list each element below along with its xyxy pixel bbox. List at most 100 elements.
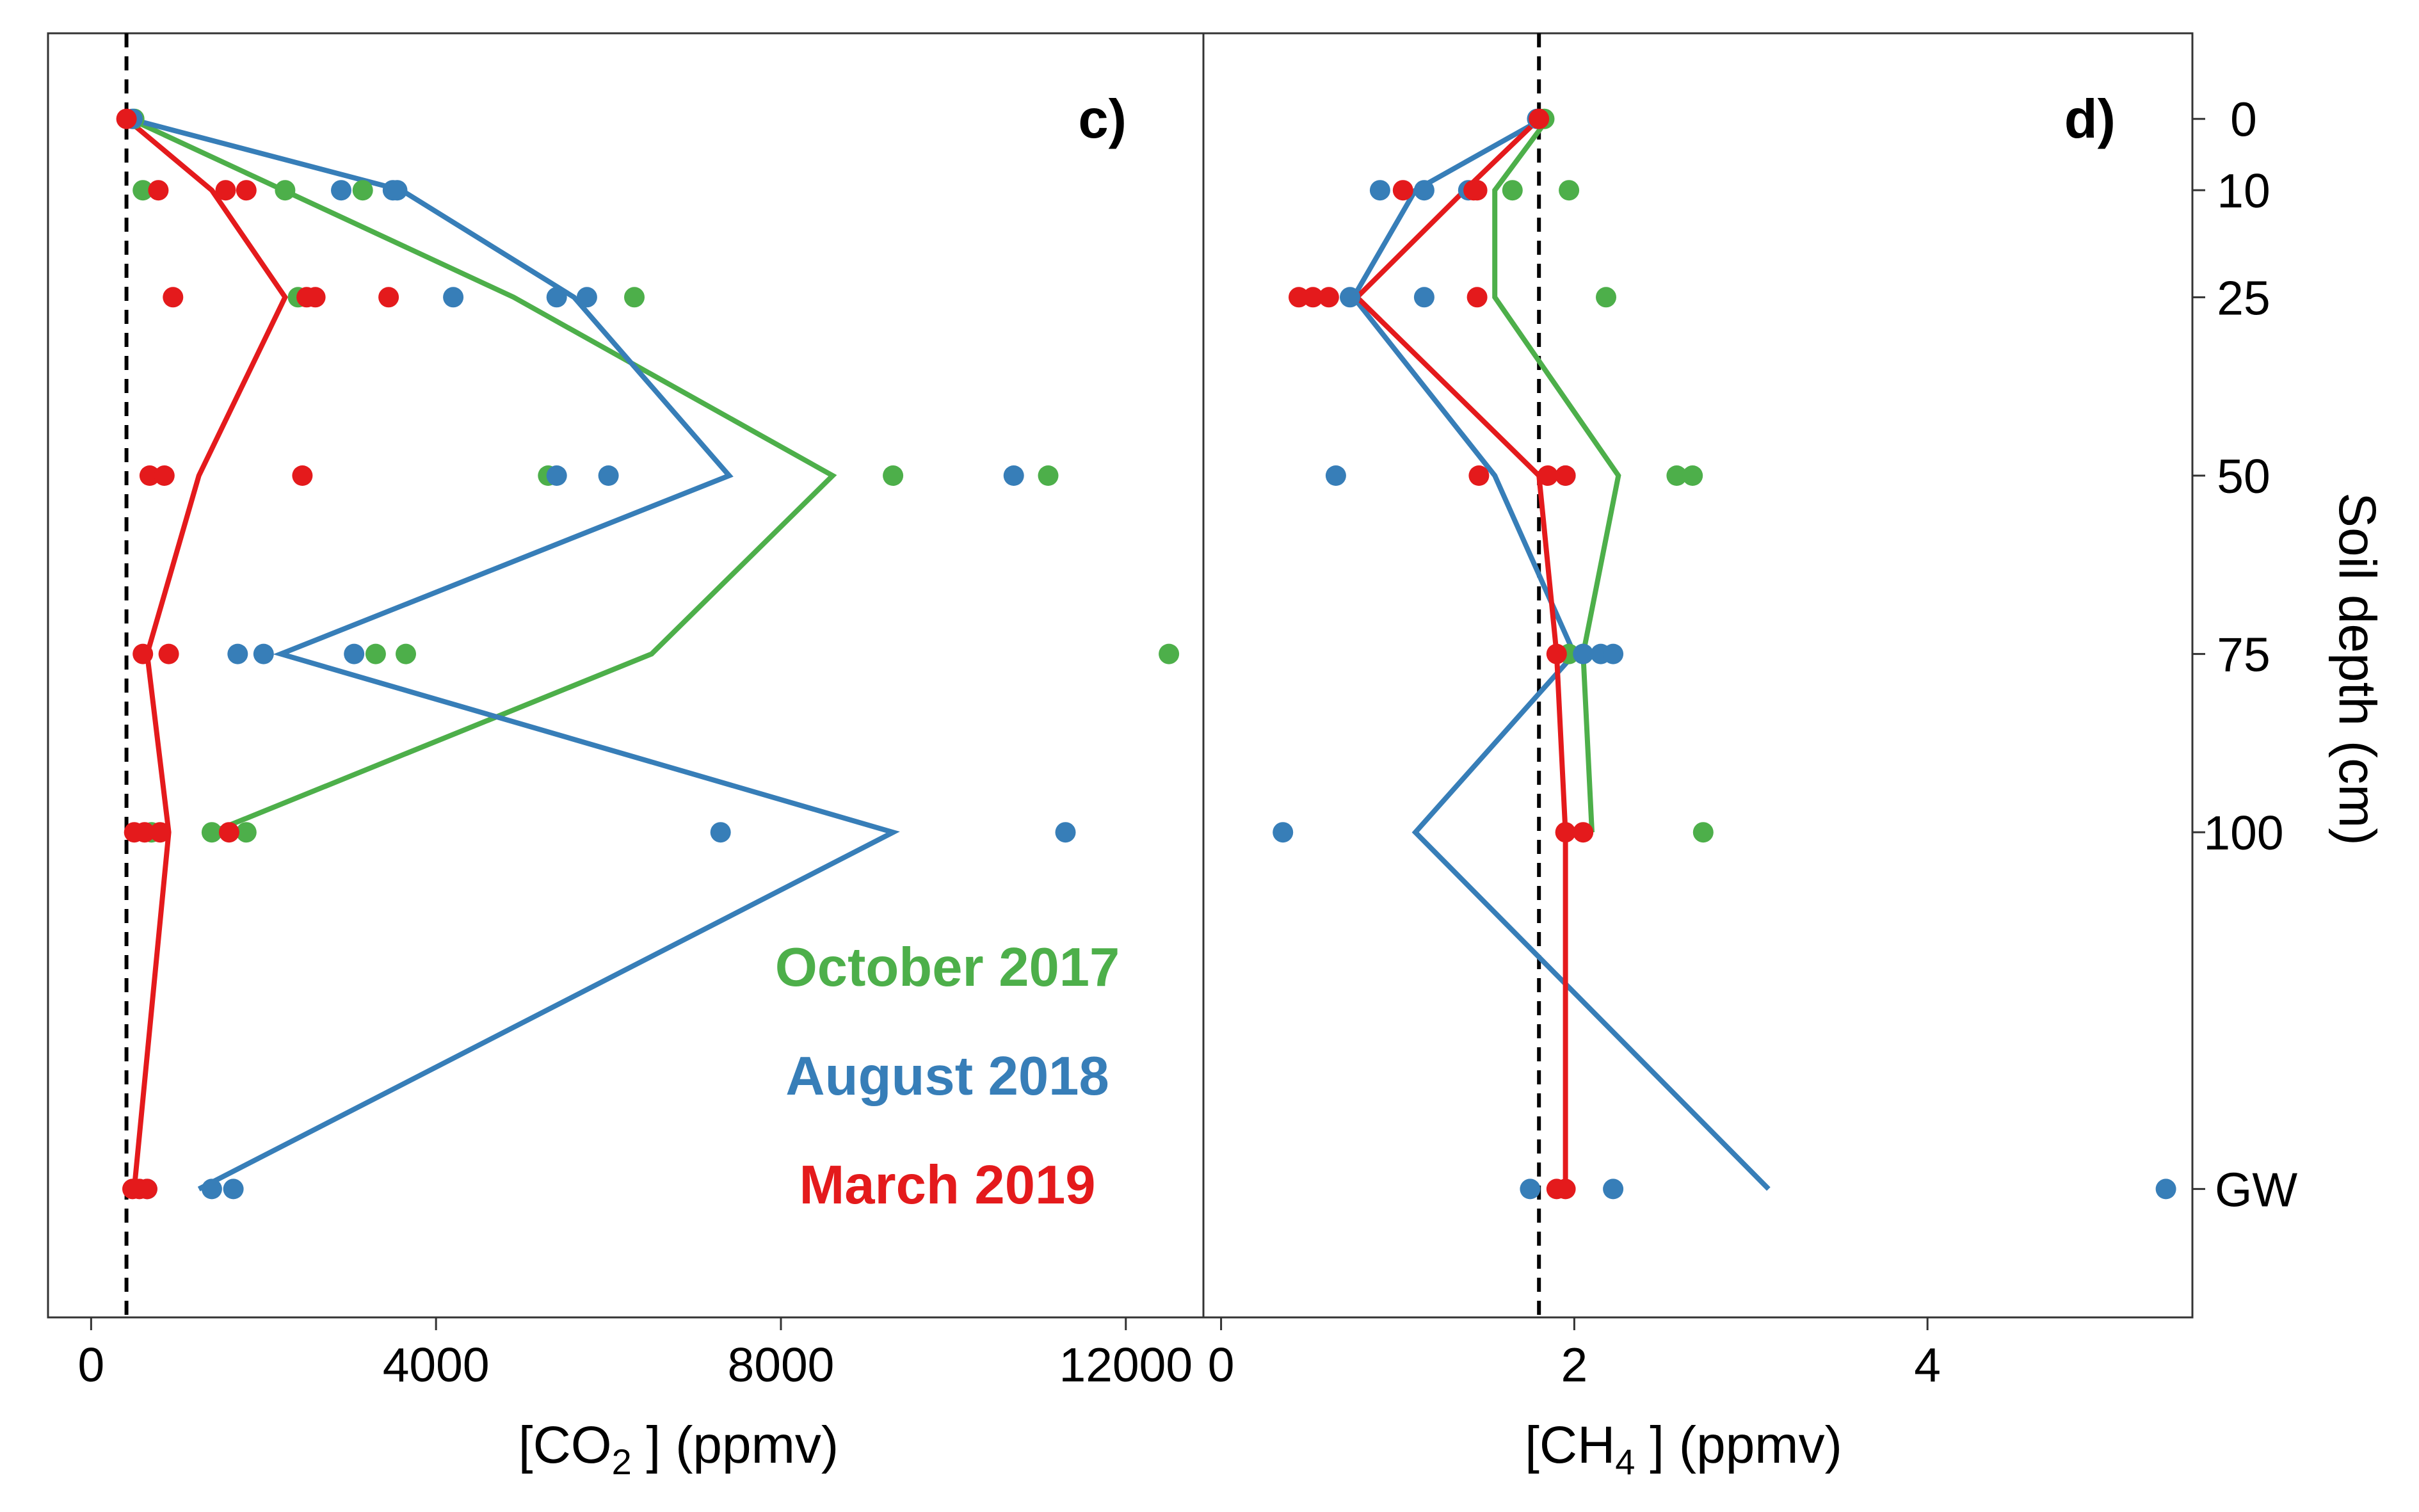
data-point [253, 643, 274, 664]
data-point [1573, 822, 1594, 843]
data-point [292, 465, 313, 486]
depth-tick-label: 0 [2230, 93, 2257, 147]
data-point [1003, 465, 1024, 486]
data-point [305, 287, 326, 308]
x-tick-label: 2 [1561, 1338, 1588, 1392]
data-point [1546, 643, 1567, 664]
depth-tick-label: 100 [2203, 806, 2283, 860]
series-line [1492, 117, 1621, 833]
data-point [1413, 287, 1435, 308]
data-point [1502, 180, 1523, 201]
data-point [710, 822, 731, 843]
legend-august-2018: August 2018 [785, 1046, 1109, 1107]
data-point [1289, 287, 1309, 308]
data-point [1529, 108, 1550, 129]
soil-depth-axis: 0 10 25 50 75 100 GW [2192, 93, 2297, 1216]
data-point [201, 822, 222, 843]
data-point [1055, 822, 1076, 843]
data-point [236, 822, 257, 843]
data-point [443, 287, 464, 308]
data-point [150, 822, 171, 843]
data-point [1413, 180, 1435, 201]
data-point [1573, 643, 1594, 664]
data-point [116, 108, 137, 129]
data-point [883, 465, 904, 486]
data-point [154, 465, 175, 486]
legend-october-2017: October 2017 [775, 937, 1120, 998]
data-point [2155, 1178, 2176, 1200]
data-point [218, 822, 239, 843]
depth-tick-label: GW [2215, 1162, 2297, 1216]
data-point [378, 287, 399, 308]
data-point [227, 643, 248, 664]
data-point [546, 465, 567, 486]
data-point [331, 180, 351, 201]
data-point [236, 180, 257, 201]
data-point [1520, 1178, 1541, 1200]
data-point [1555, 822, 1576, 843]
data-point [598, 465, 619, 486]
data-point [1038, 465, 1059, 486]
x-tick-label: 8000 [728, 1338, 835, 1392]
data-point [1467, 287, 1488, 308]
series-line [129, 117, 837, 835]
data-point [1369, 180, 1390, 201]
depth-tick-label: 10 [2217, 164, 2270, 218]
data-point [1303, 287, 1324, 308]
data-point [352, 180, 373, 201]
data-point [546, 287, 567, 308]
data-point [1538, 465, 1558, 486]
x-tick-label: 4 [1914, 1338, 1941, 1392]
data-point [1392, 180, 1413, 201]
data-point [1603, 643, 1624, 664]
depth-tick-label: 50 [2217, 449, 2270, 503]
data-point [1555, 465, 1576, 486]
data-point [1559, 180, 1580, 201]
data-point [1318, 287, 1339, 308]
data-point [1468, 465, 1490, 486]
data-point [1325, 465, 1346, 486]
data-point [1603, 1178, 1624, 1200]
data-point [1555, 1178, 1576, 1200]
x-tick-label: 4000 [383, 1338, 490, 1392]
co2-panel: 0 4000 8000 12000 [47, 32, 1205, 1392]
data-point [1596, 287, 1616, 308]
depth-tick-label: 75 [2217, 628, 2270, 682]
co2-axis-label: [CO2 ] (ppmv) [518, 1416, 839, 1482]
data-point [275, 180, 296, 201]
data-point [1340, 287, 1360, 308]
data-point [1692, 822, 1714, 843]
data-point [134, 822, 155, 843]
legend-march-2019: March 2019 [799, 1155, 1095, 1216]
data-point [624, 287, 645, 308]
data-point [133, 643, 154, 664]
panel-c-label: c) [1078, 89, 1127, 150]
data-point [139, 465, 160, 486]
data-point [576, 287, 597, 308]
data-point [365, 643, 386, 664]
data-point [1666, 465, 1687, 486]
x-tick-label: 0 [1208, 1338, 1235, 1392]
data-point [1682, 465, 1703, 486]
data-point [201, 1178, 222, 1200]
data-point [387, 180, 408, 201]
data-point [215, 180, 236, 201]
panel-d-label: d) [2064, 89, 2116, 150]
plot-frame [1202, 32, 2194, 1319]
ch4-axis-label: [CH4 ] (ppmv) [1525, 1416, 1842, 1482]
depth-tick-label: 25 [2217, 271, 2270, 325]
x-tick-label: 12000 [1059, 1338, 1193, 1392]
data-point [1273, 822, 1294, 843]
data-point [163, 287, 184, 308]
data-point [344, 643, 365, 664]
data-point [136, 1178, 157, 1200]
data-point [158, 643, 179, 664]
data-point [396, 643, 416, 664]
x-tick-label: 0 [77, 1338, 104, 1392]
soil-depth-label: Soil depth (cm) [2328, 492, 2386, 845]
data-point [133, 180, 154, 201]
data-point [148, 180, 169, 201]
data-point [1467, 180, 1488, 201]
ch4-panel: 0 2 4 [1202, 32, 2194, 1392]
